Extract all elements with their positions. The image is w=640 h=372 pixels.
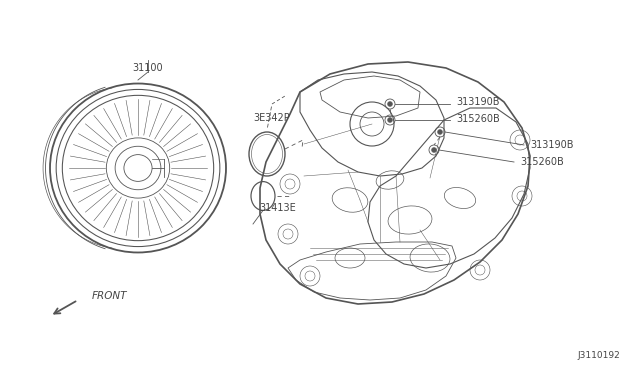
Text: J3110192: J3110192 (577, 351, 620, 360)
Circle shape (387, 118, 392, 122)
Text: 31100: 31100 (132, 63, 163, 73)
Text: 313190B: 313190B (530, 140, 573, 150)
Circle shape (431, 148, 436, 153)
Text: 3E342P: 3E342P (253, 113, 291, 123)
Text: 313190B: 313190B (456, 97, 499, 107)
Text: FRONT: FRONT (92, 291, 127, 301)
Text: 315260B: 315260B (520, 157, 564, 167)
Text: 315260B: 315260B (456, 114, 500, 124)
Circle shape (387, 102, 392, 106)
Text: 31413E: 31413E (260, 203, 296, 213)
Circle shape (438, 129, 442, 135)
